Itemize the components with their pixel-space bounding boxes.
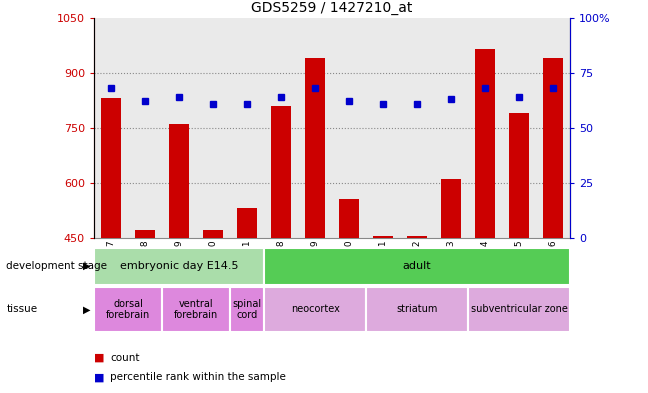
Bar [502, 18, 537, 238]
Text: ▶: ▶ [83, 305, 91, 314]
Text: embryonic day E14.5: embryonic day E14.5 [120, 261, 238, 271]
Bar [332, 18, 366, 238]
Text: ▶: ▶ [83, 261, 91, 271]
Text: dorsal
forebrain: dorsal forebrain [106, 299, 150, 320]
Text: spinal
cord: spinal cord [233, 299, 262, 320]
Bar [305, 58, 325, 238]
Title: GDS5259 / 1427210_at: GDS5259 / 1427210_at [251, 1, 413, 15]
Bar [373, 236, 393, 238]
Text: ■: ■ [94, 372, 104, 382]
Text: neocortex: neocortex [291, 305, 340, 314]
Text: ■: ■ [94, 353, 104, 363]
Bar [94, 18, 128, 238]
Bar [168, 124, 189, 238]
Text: subventricular zone: subventricular zone [471, 305, 568, 314]
Bar [271, 106, 292, 238]
Text: percentile rank within the sample: percentile rank within the sample [110, 372, 286, 382]
Bar [509, 113, 529, 238]
Bar [298, 18, 332, 238]
Bar [537, 18, 570, 238]
Bar [135, 230, 156, 238]
Bar [230, 18, 264, 238]
Bar [128, 18, 162, 238]
Bar [339, 199, 359, 238]
Bar [237, 208, 257, 238]
Text: ventral
forebrain: ventral forebrain [174, 299, 218, 320]
Text: count: count [110, 353, 140, 363]
Bar [441, 179, 461, 238]
Bar [100, 98, 121, 238]
Bar [400, 18, 434, 238]
Bar [264, 18, 298, 238]
Bar [366, 18, 400, 238]
Text: adult: adult [403, 261, 432, 271]
Bar [196, 18, 230, 238]
Bar [407, 236, 427, 238]
Text: tissue: tissue [6, 305, 38, 314]
Bar [468, 18, 502, 238]
Text: development stage: development stage [6, 261, 108, 271]
Bar [434, 18, 468, 238]
Bar [162, 18, 196, 238]
Text: striatum: striatum [397, 305, 438, 314]
Bar [543, 58, 564, 238]
Bar [203, 230, 223, 238]
Bar [475, 49, 495, 238]
